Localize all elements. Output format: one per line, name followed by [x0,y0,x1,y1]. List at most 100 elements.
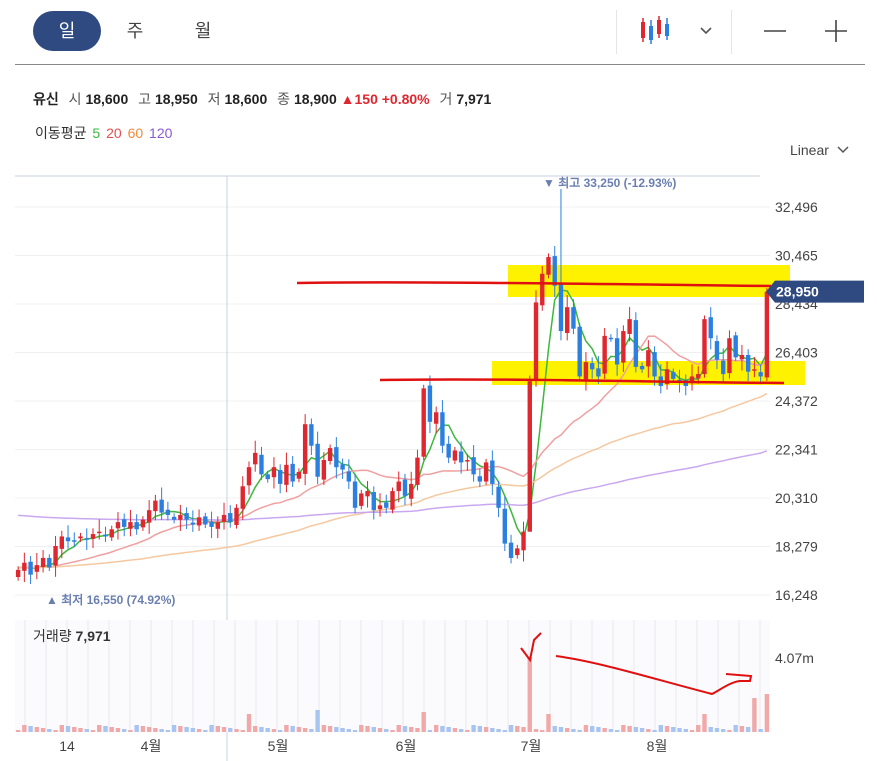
candle-down [346,471,352,482]
volume-bar [745,727,751,732]
volume-bar [346,729,352,732]
volume-bar [627,726,632,732]
candle-down [165,509,171,515]
volume-bar [65,726,71,732]
y-tick-label: 32,496 [775,199,818,215]
volume-bar [228,728,233,732]
volume-bar [409,727,414,732]
ma-legend-label: 이동평균 [35,125,87,141]
volume-bar [178,726,183,732]
volume-bar [246,714,252,732]
volume-bar [533,729,539,732]
candle-down [708,317,713,339]
candle-down [427,385,433,422]
candle-up [602,335,607,374]
candle-up [646,350,651,367]
plus-icon [825,20,847,42]
candle-up [359,493,364,506]
scale-selector[interactable]: Linear [790,141,849,158]
candle-down [633,320,639,367]
volume-bar [103,726,108,732]
candle-down [639,365,645,370]
candle-down [745,354,751,372]
volume-bar [683,729,688,732]
volume-bar [508,725,514,732]
volume-bar [714,728,720,732]
volume-bar [633,727,639,732]
volume-bar [558,727,564,732]
volume-bar [240,730,245,732]
volume-bar [334,727,339,732]
ma-60-line [18,392,768,569]
candle-down [614,338,620,365]
candle-up [483,462,489,482]
close-value: 18,900 [293,91,337,107]
tab-weekly[interactable]: 주 [126,21,144,41]
volume-trend-drawing [555,655,753,696]
high-value: 18,950 [154,91,198,107]
candle-up [215,522,220,529]
candle-up [521,531,526,551]
volume-bar [527,657,532,732]
volume-bar [671,727,676,732]
volume-bar [284,725,289,732]
candle-up [97,531,102,534]
volume-bar [146,727,152,732]
y-tick-label: 18,279 [775,539,818,555]
candle-down [371,492,376,511]
volume-bar [221,727,227,732]
volume-panel-label: 거래량 7,971 [33,626,111,646]
candle-down [315,443,320,477]
candle-down [159,499,164,513]
volume-bar [253,726,258,732]
volume-bar [433,725,439,732]
x-tick-label: 14 [59,738,75,754]
volume-bar [652,730,657,732]
candle-down [171,516,177,520]
candle-down [309,424,314,446]
candlesticks [15,188,770,584]
volume-bar [614,730,620,732]
volume-bar [34,727,40,732]
candle-down [458,451,464,463]
current-price-value: 28,950 [776,284,819,300]
candle-down [277,470,283,484]
candle-up [15,569,21,578]
x-tick-label: 5월 [268,738,289,754]
candle-up [109,529,114,538]
volume-bar [565,728,570,732]
candle-down [402,479,408,496]
volume-bar [396,725,401,732]
chevron-down-icon [700,27,712,35]
volume-bar [115,728,121,732]
candle-down [652,352,657,377]
volume-bar [271,729,277,732]
candle-up [90,534,96,539]
ma-20-label: 20 [106,125,122,141]
candle-up [284,464,289,485]
candle-up [34,565,40,572]
candle-up [221,514,227,523]
y-tick-label: 16,248 [775,587,818,603]
candle-down [121,519,127,527]
candle-up [452,450,458,461]
candle-down [446,443,451,458]
y-tick-label: 20,310 [775,490,818,506]
tab-monthly[interactable]: 월 [194,21,212,41]
chart-type-selector[interactable] [635,12,725,52]
volume-bar [502,730,508,732]
candle-up [415,457,420,485]
zoom-in-button[interactable] [823,12,849,52]
volume-bar [209,725,214,732]
volume-bar [78,728,83,732]
volume-bar [302,728,308,732]
candle-up [253,452,258,465]
zoom-out-button[interactable] [762,12,788,52]
volume-bar [97,725,102,732]
tab-daily[interactable]: 일 [33,11,101,51]
open-value: 18,600 [85,91,129,107]
candle-down [471,457,476,475]
candle-up [664,369,670,385]
volume-bar [90,730,96,732]
